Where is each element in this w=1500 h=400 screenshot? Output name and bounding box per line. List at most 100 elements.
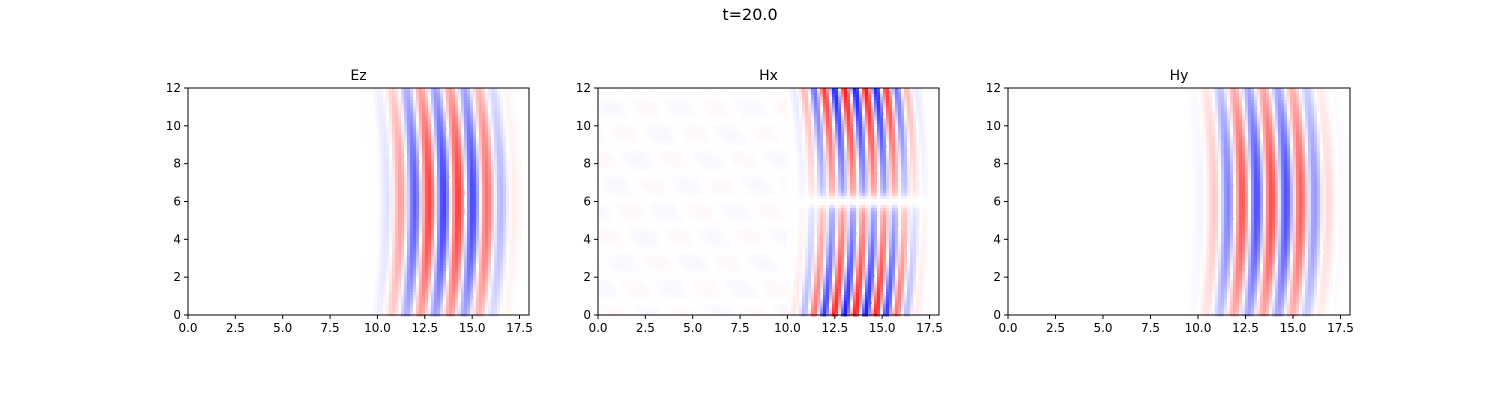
heatmap-cell xyxy=(616,169,620,173)
heatmap-cell xyxy=(449,118,453,122)
heatmap-cell xyxy=(434,253,438,257)
heatmap-cell xyxy=(479,166,483,170)
heatmap-cell xyxy=(476,139,480,143)
heatmap-cell xyxy=(425,139,429,143)
heatmap-cell xyxy=(476,124,480,128)
heatmap-cell xyxy=(610,163,614,167)
heatmap-cell xyxy=(383,109,387,113)
heatmap-cell xyxy=(377,256,381,260)
heatmap-cell xyxy=(428,154,432,158)
heatmap-cell xyxy=(646,292,650,296)
heatmap-cell xyxy=(506,298,510,302)
heatmap-cell xyxy=(425,184,429,188)
heatmap-cell xyxy=(619,253,623,257)
heatmap-cell xyxy=(386,226,390,230)
heatmap-cell xyxy=(476,121,480,125)
heatmap-cell xyxy=(392,214,396,218)
heatmap-cell xyxy=(404,97,408,101)
heatmap-cell xyxy=(494,235,498,239)
heatmap-cell xyxy=(494,253,498,257)
heatmap-cell xyxy=(473,283,477,287)
heatmap-cell xyxy=(461,190,465,194)
heatmap-cell xyxy=(434,169,438,173)
heatmap-cell xyxy=(431,310,435,314)
heatmap-cell xyxy=(518,226,522,230)
heatmap-cell xyxy=(461,277,465,281)
heatmap-cell xyxy=(404,232,408,236)
heatmap-cell xyxy=(371,193,375,197)
heatmap-cell xyxy=(464,301,468,305)
heatmap-cell xyxy=(392,295,396,299)
heatmap-cell xyxy=(443,235,447,239)
heatmap-cell xyxy=(458,169,462,173)
heatmap-cell xyxy=(512,91,516,95)
heatmap-cell xyxy=(425,103,429,107)
heatmap-cell xyxy=(449,136,453,140)
heatmap-cell xyxy=(461,247,465,251)
heatmap-cell xyxy=(485,115,489,119)
heatmap-cell xyxy=(497,91,501,95)
heatmap-cell xyxy=(649,286,653,290)
heatmap-cell xyxy=(416,169,420,173)
heatmap-cell xyxy=(437,286,441,290)
heatmap-cell xyxy=(368,199,372,203)
heatmap-cell xyxy=(380,139,384,143)
heatmap-cell xyxy=(643,190,647,194)
heatmap-cell xyxy=(419,301,423,305)
heatmap-cell xyxy=(446,289,450,293)
heatmap-cell xyxy=(646,187,650,191)
heatmap-cell xyxy=(640,241,644,245)
heatmap-cell xyxy=(371,124,375,128)
heatmap-cell xyxy=(515,274,519,278)
heatmap-cell xyxy=(443,223,447,227)
heatmap-cell xyxy=(395,280,399,284)
heatmap-cell xyxy=(368,220,372,224)
heatmap-cell xyxy=(368,280,372,284)
heatmap-cell xyxy=(652,97,656,101)
heatmap-cell xyxy=(506,244,510,248)
heatmap-cell xyxy=(610,154,614,158)
heatmap-cell xyxy=(377,310,381,314)
heatmap-cell xyxy=(476,175,480,179)
heatmap-cell xyxy=(616,136,620,140)
heatmap-cell xyxy=(640,268,644,272)
heatmap-cell xyxy=(470,178,474,182)
heatmap-cell xyxy=(437,178,441,182)
heatmap-cell xyxy=(446,121,450,125)
heatmap-cell xyxy=(392,274,396,278)
heatmap-cell xyxy=(461,274,465,278)
heatmap-cell xyxy=(604,115,608,119)
heatmap-cell xyxy=(613,190,617,194)
heatmap-cell xyxy=(368,211,372,215)
heatmap-cell xyxy=(515,115,519,119)
heatmap-cell xyxy=(368,301,372,305)
heatmap-cell xyxy=(470,94,474,98)
heatmap-cell xyxy=(610,127,614,131)
heatmap-cell xyxy=(628,193,632,197)
heatmap-cell xyxy=(455,205,459,209)
heatmap-cell xyxy=(482,292,486,296)
heatmap-cell xyxy=(479,229,483,233)
heatmap-cell xyxy=(461,88,465,92)
heatmap-cell xyxy=(401,211,405,215)
heatmap-cell xyxy=(422,109,426,113)
heatmap-cell xyxy=(497,100,501,104)
heatmap-cell xyxy=(464,118,468,122)
heatmap-cell xyxy=(410,256,414,260)
heatmap-cell xyxy=(488,226,492,230)
heatmap-cell xyxy=(365,265,369,269)
heatmap-cell xyxy=(497,115,501,119)
heatmap-cell xyxy=(631,151,635,155)
heatmap-cell xyxy=(443,271,447,275)
heatmap-cell xyxy=(500,193,504,197)
heatmap-cell xyxy=(482,256,486,260)
heatmap-cell xyxy=(401,256,405,260)
heatmap-cell xyxy=(380,106,384,110)
heatmap-cell xyxy=(503,283,507,287)
heatmap-cell xyxy=(371,100,375,104)
heatmap-cell xyxy=(509,166,513,170)
heatmap-cell xyxy=(401,232,405,236)
heatmap-cell xyxy=(467,106,471,110)
heatmap-cell xyxy=(503,100,507,104)
heatmap-cell xyxy=(401,244,405,248)
